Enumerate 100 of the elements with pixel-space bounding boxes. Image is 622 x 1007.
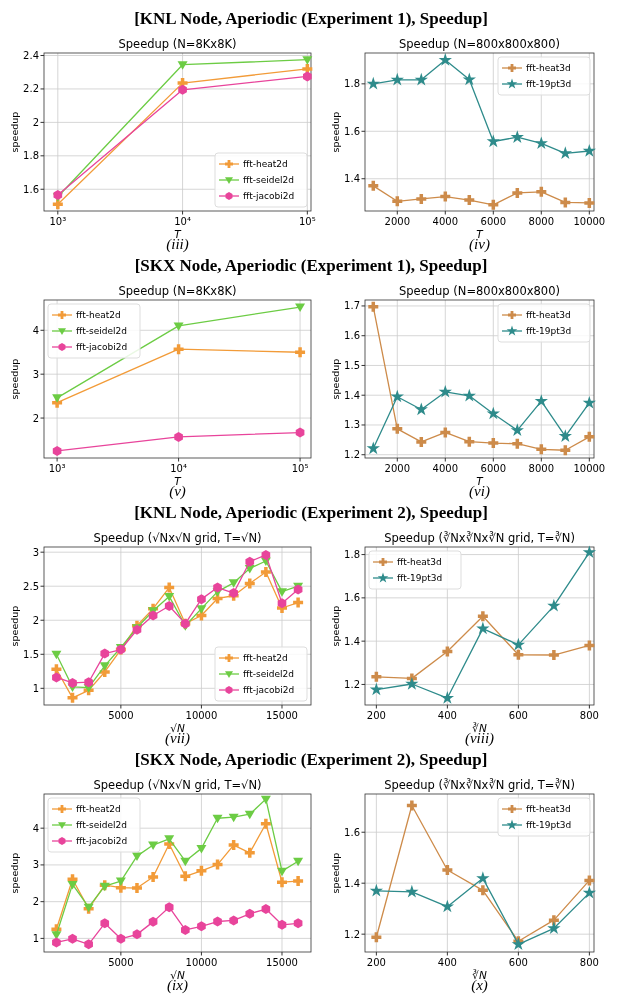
text: [KNL Node, Aperiodic (Experiment 2), Speedup] xyxy=(134,503,488,522)
legend-label: fft-heat3d xyxy=(526,310,571,321)
x-tick-label: 10000 xyxy=(185,710,218,721)
y-tick-label: 4 xyxy=(32,822,39,834)
y-tick-label: 1.6 xyxy=(344,330,360,342)
y-tick-label: 1.6 xyxy=(344,826,360,838)
y-axis-title: speedup xyxy=(330,852,341,894)
chart-title: Speedup (N=8Kx8K) xyxy=(118,37,237,51)
y-tick-label: 1.2 xyxy=(344,678,360,690)
x-tick-label: 10³ xyxy=(49,216,67,227)
x-tick-label: 4000 xyxy=(432,463,459,474)
y-tick-label: 2 xyxy=(32,614,39,626)
x-tick-label: 10⁵ xyxy=(298,216,316,227)
x-tick-label: 10⁵ xyxy=(291,463,309,474)
legend-label: fft-seidel2d xyxy=(243,669,294,680)
x-tick-label: 10⁴ xyxy=(174,216,191,227)
y-tick-label: 1.5 xyxy=(344,359,360,371)
x-tick-label: 15000 xyxy=(266,710,298,721)
y-tick-label: 1.8 xyxy=(23,150,39,162)
x-tick-label: 8000 xyxy=(528,216,555,227)
x-tick-label: 8000 xyxy=(528,463,555,474)
x-axis-title: ∛N xyxy=(472,722,487,734)
y-tick-label: 1.2 xyxy=(344,928,360,940)
x-axis-title: √N xyxy=(170,969,185,981)
x-tick-label: 6000 xyxy=(480,463,507,474)
x-tick-label: 800 xyxy=(579,710,599,721)
x-tick-label: 4000 xyxy=(432,216,459,227)
x-tick-label: 10000 xyxy=(573,463,606,474)
x-axis-title: √N xyxy=(170,722,185,734)
legend-label: fft-heat3d xyxy=(526,804,571,815)
y-axis-title: speedup xyxy=(330,111,341,153)
y-tick-label: 1.4 xyxy=(344,635,360,647)
chart-title: Speedup (∛Nx∛Nx∛N grid, T=∛N) xyxy=(384,531,575,545)
x-tick-label: 10000 xyxy=(573,216,606,227)
x-tick-label: 5000 xyxy=(108,710,134,721)
x-tick-label: 400 xyxy=(437,710,457,721)
legend-label: fft-heat3d xyxy=(526,63,571,74)
x-tick-label: 400 xyxy=(437,957,457,968)
x-tick-label: 800 xyxy=(579,957,599,968)
legend-label: fft-jacobi2d xyxy=(76,342,128,353)
x-tick-label: 200 xyxy=(366,957,386,968)
legend-label: fft-heat2d xyxy=(243,159,288,170)
x-axis-title: ∛N xyxy=(472,969,487,981)
legend-label: fft-heat2d xyxy=(76,310,121,321)
legend-label: fft-19pt3d xyxy=(526,79,572,90)
legend-label: fft-jacobi2d xyxy=(243,191,295,202)
y-tick-label: 2.4 xyxy=(23,50,39,62)
y-tick-label: 2 xyxy=(32,412,39,424)
chart-title: Speedup (N=800x800x800) xyxy=(399,284,560,298)
text: [SKX Node, Aperiodic (Experiment 2), Speedup] xyxy=(134,750,488,769)
y-tick-label: 3 xyxy=(32,546,39,558)
x-tick-label: 5000 xyxy=(108,957,134,968)
x-tick-label: 15000 xyxy=(266,957,298,968)
x-tick-label: 600 xyxy=(508,957,528,968)
x-tick-label: 10000 xyxy=(185,957,218,968)
legend-label: fft-heat2d xyxy=(76,804,121,815)
text: [KNL Node, Aperiodic (Experiment 1), Speedup] xyxy=(134,9,488,28)
y-axis-title: speedup xyxy=(9,605,20,647)
y-tick-label: 2.2 xyxy=(23,83,39,95)
legend-label: fft-19pt3d xyxy=(526,820,572,831)
y-tick-label: 1 xyxy=(32,682,39,694)
y-tick-label: 1.7 xyxy=(344,300,360,312)
y-axis-title: speedup xyxy=(330,605,341,647)
legend-label: fft-seidel2d xyxy=(243,175,294,186)
legend-label: fft-seidel2d xyxy=(76,820,127,831)
y-tick-label: 1.2 xyxy=(344,449,360,461)
text: [SKX Node, Aperiodic (Experiment 1), Speedup] xyxy=(134,256,488,275)
x-tick-label: 6000 xyxy=(480,216,507,227)
y-tick-label: 1.5 xyxy=(23,648,39,660)
y-tick-label: 1.4 xyxy=(344,389,360,401)
y-tick-label: 1.4 xyxy=(344,173,360,185)
legend-label: fft-jacobi2d xyxy=(76,836,128,847)
legend-label: fft-heat3d xyxy=(397,557,442,568)
x-tick-label: 10⁴ xyxy=(170,463,187,474)
legend-label: fft-19pt3d xyxy=(526,326,572,337)
y-tick-label: 2.5 xyxy=(23,580,39,592)
y-tick-label: 2 xyxy=(32,896,39,908)
x-tick-label: 200 xyxy=(366,710,386,721)
legend-label: fft-heat2d xyxy=(243,653,288,664)
x-tick-label: 2000 xyxy=(384,463,411,474)
x-tick-label: 2000 xyxy=(384,216,411,227)
legend-label: fft-19pt3d xyxy=(397,573,443,584)
y-tick-label: 1.6 xyxy=(344,592,360,604)
y-tick-label: 1.4 xyxy=(344,877,360,889)
y-tick-label: 1.3 xyxy=(344,419,360,431)
y-axis-title: speedup xyxy=(9,358,20,400)
y-tick-label: 2 xyxy=(32,116,39,128)
y-tick-label: 1.6 xyxy=(23,183,39,195)
x-tick-label: 10³ xyxy=(48,463,66,474)
y-tick-label: 1.8 xyxy=(344,549,360,561)
chart-title: Speedup (√Nx√N grid, T=√N) xyxy=(93,531,262,545)
legend-label: fft-jacobi2d xyxy=(243,685,295,696)
y-axis-title: speedup xyxy=(9,852,20,894)
y-tick-label: 1.6 xyxy=(344,125,360,137)
y-tick-label: 3 xyxy=(32,368,39,380)
y-tick-label: 4 xyxy=(32,324,39,336)
chart-title: Speedup (∛Nx∛Nx∛N grid, T=∛N) xyxy=(384,778,575,792)
y-axis-title: speedup xyxy=(330,358,341,400)
chart-title: Speedup (√Nx√N grid, T=√N) xyxy=(93,778,262,792)
chart-title: Speedup (N=800x800x800) xyxy=(399,37,560,51)
